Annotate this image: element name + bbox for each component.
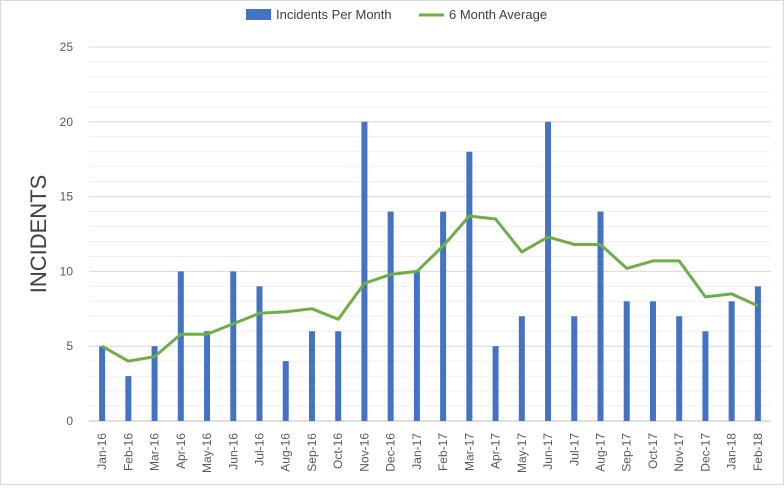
bar [151, 346, 158, 421]
line-6-month-average [101, 214, 759, 363]
bar [440, 211, 447, 421]
x-tick-label: Jan-18 [725, 433, 739, 470]
x-tick-label: Oct-17 [646, 433, 660, 469]
bar [597, 211, 604, 421]
legend-swatch-bar [246, 9, 271, 20]
bar [256, 286, 263, 421]
x-tick-label: Jun-16 [226, 433, 240, 470]
x-tick-label: Oct-16 [331, 433, 345, 469]
legend: Incidents Per Month 6 Month Average [246, 7, 547, 22]
bar [466, 151, 473, 421]
bar [282, 361, 289, 421]
bar [177, 271, 184, 421]
bar [125, 376, 132, 421]
bar [308, 331, 315, 421]
legend-label-bar: Incidents Per Month [276, 7, 392, 22]
bar [361, 121, 368, 422]
bar-series [99, 121, 761, 422]
x-tick-label: Aug-16 [279, 433, 293, 472]
bar [728, 301, 735, 421]
x-tick-label: Jan-17 [410, 433, 424, 470]
x-tick-label: Jul-17 [567, 433, 581, 466]
y-tick-label: 25 [60, 40, 74, 54]
x-tick-label: Dec-17 [698, 433, 712, 472]
x-tick-label: Jul-16 [253, 433, 267, 466]
legend-label-line: 6 Month Average [449, 7, 547, 22]
x-tick-label: Dec-16 [384, 433, 398, 472]
bar [492, 346, 499, 421]
bar [230, 271, 237, 421]
x-tick-label: Mar-16 [148, 433, 162, 471]
bar [518, 316, 525, 421]
x-tick-label: Nov-16 [357, 433, 371, 472]
y-axis-label: INCIDENTS [26, 175, 51, 294]
y-tick-label: 5 [66, 339, 73, 353]
x-tick-label: Mar-17 [462, 433, 476, 471]
bar [545, 121, 552, 422]
bar [204, 331, 211, 421]
bar [754, 286, 761, 421]
bar [413, 271, 420, 421]
x-tick-label: Sep-17 [620, 433, 634, 472]
x-tick-label: Feb-18 [751, 433, 765, 471]
x-tick-label: Aug-17 [594, 433, 608, 472]
x-tick-label: Feb-16 [121, 433, 135, 471]
bar [649, 301, 656, 421]
x-tick-label: Sep-16 [305, 433, 319, 472]
bar [676, 316, 683, 421]
x-tick-label: Apr-17 [489, 433, 503, 469]
x-tick-label: May-16 [200, 433, 214, 473]
x-tick-label: Apr-16 [174, 433, 188, 469]
x-tick-labels: Jan-16 Feb-16 Mar-16 Apr-16 May-16 Jun-16 Jul-… [95, 433, 765, 473]
bar [571, 316, 578, 421]
bar [387, 211, 394, 421]
x-tick-label: Nov-17 [672, 433, 686, 472]
y-tick-labels: 0 5 10 15 20 25 [60, 40, 74, 428]
x-tick-label: Feb-17 [436, 433, 450, 471]
x-tick-label: Jun-17 [541, 433, 555, 470]
bar [623, 301, 630, 421]
bar [99, 346, 106, 421]
bar [335, 331, 342, 421]
x-tick-label: Jan-16 [95, 433, 109, 470]
y-tick-label: 15 [60, 190, 74, 204]
gridlines [89, 46, 771, 422]
y-tick-label: 0 [66, 414, 73, 428]
y-tick-label: 10 [60, 264, 74, 278]
bar [702, 331, 709, 421]
line-series [101, 214, 759, 363]
x-tick-label: May-17 [515, 433, 529, 473]
y-tick-label: 20 [60, 115, 74, 129]
